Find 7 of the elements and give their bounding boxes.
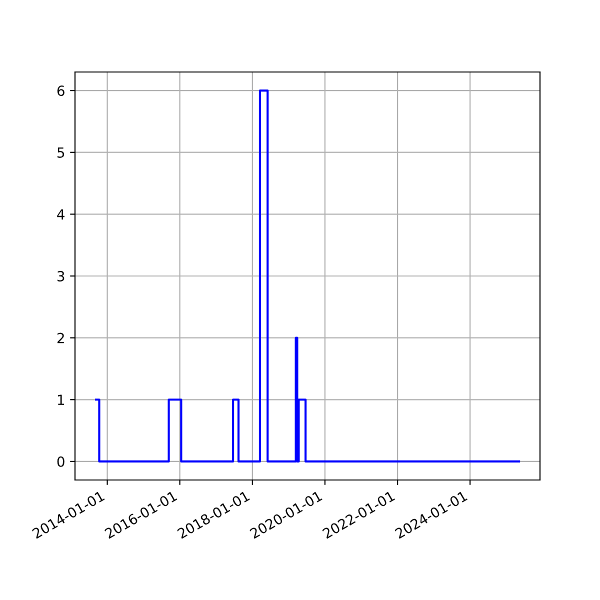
y-tick-label: 6	[57, 86, 64, 96]
y-tick-label: 5	[58, 148, 64, 158]
y-tick-label: 0	[57, 456, 64, 467]
y-tick-label: 2	[57, 332, 64, 344]
y-tick-label: 1	[58, 394, 64, 405]
y-tick-label: 3	[58, 270, 64, 282]
y-tick-label: 4	[57, 209, 64, 220]
